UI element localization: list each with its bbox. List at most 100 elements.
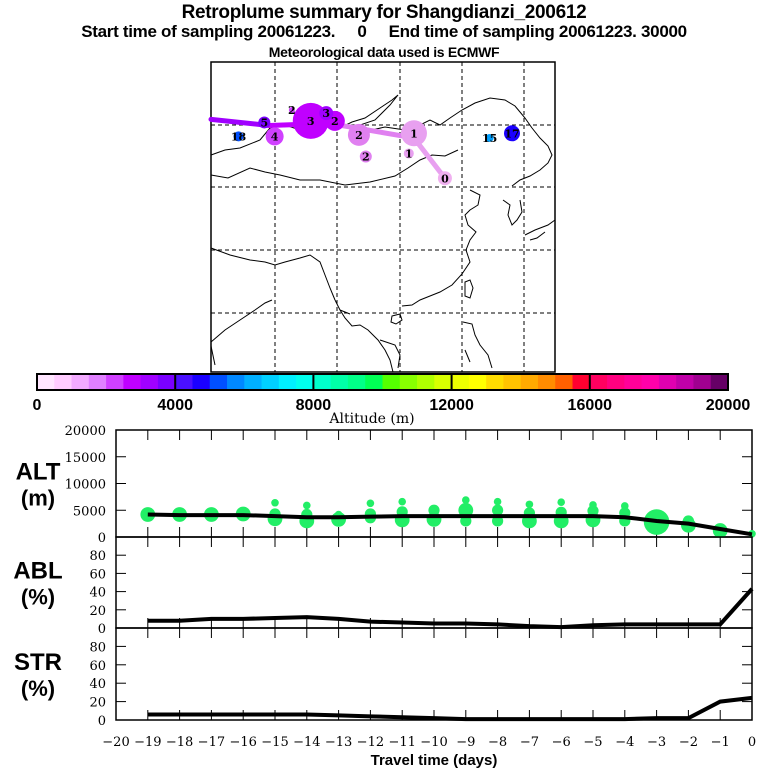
y-tick-label: 20000 (65, 424, 106, 439)
colorbar-segment (157, 374, 176, 390)
x-tick-label: −16 (229, 735, 256, 750)
altitude-cluster-point (587, 505, 599, 517)
y-tick-label: 15000 (65, 451, 106, 466)
colorbar-segment (434, 374, 453, 390)
x-tick-label: −9 (456, 735, 475, 750)
cluster-marker (400, 120, 427, 147)
coastline-hainan (390, 313, 403, 325)
cluster-marker (437, 171, 452, 186)
altitude-cluster-point (458, 502, 474, 518)
mean-altitude-line (147, 512, 753, 537)
colorbar-segment (227, 374, 245, 390)
cluster-day-label: 1 (410, 127, 418, 140)
y-tick-label: 40 (89, 586, 106, 601)
x-tick-label: −7 (520, 735, 539, 750)
colorbar-segment (399, 374, 418, 390)
x-tick-label: −10 (420, 735, 447, 750)
colorbar-segment (676, 374, 694, 390)
colorbar-segment (607, 374, 625, 390)
x-tick-label: −13 (325, 735, 352, 750)
coastline-philippines (462, 321, 493, 369)
colorbar-segment (468, 374, 487, 390)
colorbar-segment (192, 374, 211, 390)
altitude-cluster-point (366, 499, 375, 508)
panel-abl: 0 20 40 60 80 ABL(%) (13, 536, 754, 637)
cluster-day-label: 2 (288, 104, 296, 117)
colorbar-segment (313, 374, 332, 390)
y-tick-label: 40 (89, 677, 106, 692)
panel-frame (115, 627, 753, 721)
panel-ylabel: ABL (13, 558, 62, 585)
colorbar-segment (503, 374, 522, 390)
sampling-time-subtitle: Start time of sampling 20061223. 0 End t… (81, 22, 687, 41)
altitude-cluster-point (303, 501, 311, 510)
colorbar-segment (71, 374, 90, 390)
altitude-cluster-point (428, 504, 440, 516)
altitude-cluster-point (271, 498, 279, 507)
y-tick-label: 80 (89, 549, 106, 564)
altitude-cluster-point (557, 498, 565, 507)
cluster-marker (319, 106, 334, 121)
cluster-marker (233, 131, 244, 142)
altitude-cluster-point (589, 501, 597, 509)
panel-ylabel: STR (14, 649, 62, 676)
cluster-marker (504, 125, 520, 142)
cluster-day-label: 5 (260, 116, 268, 129)
str-line (147, 695, 753, 722)
colorbar-segment (330, 374, 349, 390)
panel-alt: 0 5000 10000 15000 20000 ALT(m) (16, 424, 756, 546)
colorbar-segment (641, 374, 660, 390)
colorbar-segment (572, 374, 591, 390)
colorbar-label: Altitude (m) (328, 411, 414, 427)
cluster-day-label: 1 (405, 147, 413, 160)
colorbar-segment (209, 374, 228, 390)
colorbar-segment (296, 374, 314, 390)
map-frame (210, 61, 556, 373)
cluster-marker (403, 148, 414, 159)
colorbar-segment (347, 374, 366, 390)
colorbar-tick-label: 4000 (157, 397, 193, 414)
cluster-day-label: 17 (504, 127, 519, 140)
coastline-east-china (401, 189, 481, 307)
x-tick-label: −18 (166, 735, 193, 750)
x-tick-label: −5 (583, 735, 602, 750)
colorbar-segment (589, 374, 608, 390)
colorbar-segment (54, 374, 73, 390)
x-axis-label: Travel time (days) (371, 752, 498, 768)
colorbar-segment (278, 374, 297, 390)
cluster-day-label: 2 (331, 115, 339, 128)
coastline-india (210, 299, 273, 366)
colorbar-segment (520, 374, 539, 390)
x-tick-label: −1 (711, 735, 730, 750)
x-tick-label: −4 (615, 735, 634, 750)
met-data-line: Meteorological data used is ECMWF (268, 44, 500, 60)
cluster-marker (359, 150, 372, 163)
y-tick-label: 0 (98, 622, 106, 637)
altitude-colorbar: 0 4000 8000 12000 16000 20000 (33, 373, 751, 414)
colorbar-segment (710, 374, 729, 390)
colorbar-segment (88, 374, 107, 390)
colorbar-tick-label: 8000 (296, 397, 332, 414)
x-tick-label: −19 (134, 735, 161, 750)
colorbar-segment (140, 374, 159, 390)
panel-str: 0 20 40 60 80 STR(%) (14, 627, 753, 729)
panel-frame (115, 536, 753, 629)
cluster-day-label: 3 (307, 115, 315, 128)
colorbar-segment (451, 374, 470, 390)
chart-title: Retroplume summary for Shangdianzi_20061… (181, 2, 587, 23)
colorbar-segment (624, 374, 643, 390)
coastline-indochina (334, 299, 401, 373)
coastline-taiwan (464, 279, 474, 299)
colorbar-segment (382, 374, 401, 390)
panel-ylabel-units: (%) (21, 676, 55, 701)
colorbar-segment (417, 374, 435, 390)
cluster-day-label: 0 (441, 172, 449, 185)
cluster-marker (347, 123, 370, 146)
colorbar-tick-label: 20000 (706, 397, 751, 414)
cluster-day-label: 2 (362, 151, 370, 164)
x-tick-label: −2 (679, 735, 698, 750)
cluster-marker (288, 107, 295, 114)
x-tick-label: −17 (198, 735, 225, 750)
x-tick-label: −20 (102, 735, 129, 750)
